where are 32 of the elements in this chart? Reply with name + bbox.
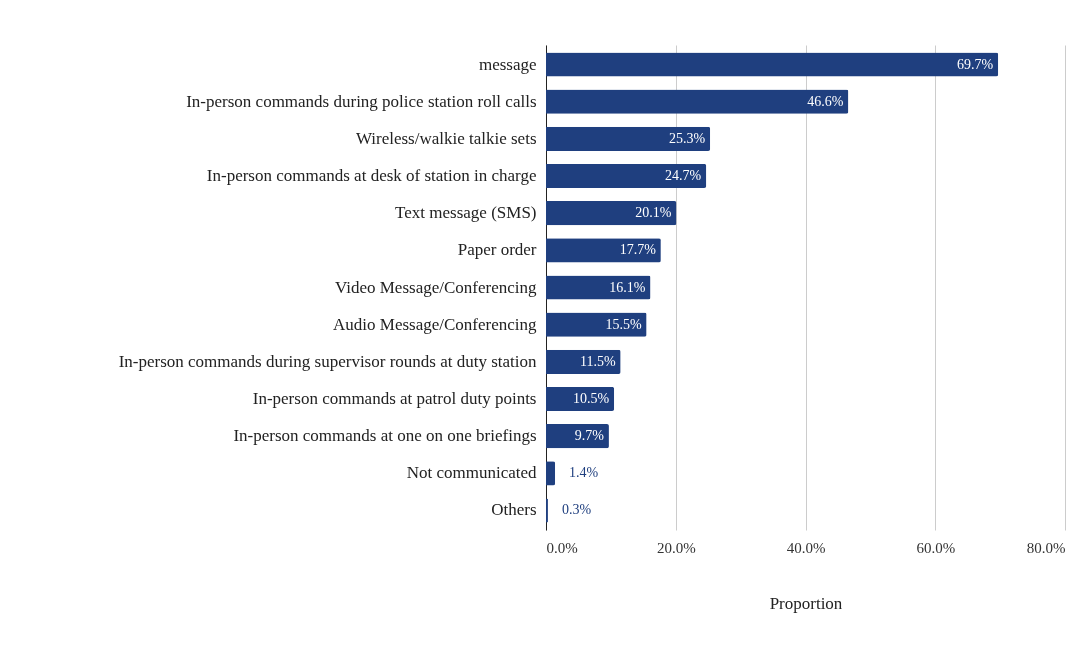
data-label: 10.5% xyxy=(572,390,610,406)
x-tick-label: 0.0% xyxy=(546,539,578,556)
data-label: 15.5% xyxy=(605,316,642,332)
x-tick-label: 80.0% xyxy=(1026,539,1066,556)
y-tick-label: message xyxy=(478,54,537,74)
data-label: 17.7% xyxy=(619,242,657,258)
y-tick-label: Video Message/Conferencing xyxy=(334,277,537,297)
data-label: 24.7% xyxy=(665,168,702,184)
data-label: 25.3% xyxy=(668,130,706,146)
y-tick-label: Not communicated xyxy=(406,463,537,483)
data-label: 11.5% xyxy=(579,353,616,369)
data-label: 16.1% xyxy=(609,279,646,295)
y-tick-label: Wireless/walkie talkie sets xyxy=(355,128,537,148)
data-label: 1.4% xyxy=(569,465,599,481)
y-tick-label: Text message (SMS) xyxy=(395,203,537,223)
y-tick-label: Audio Message/Conferencing xyxy=(333,314,537,334)
data-label: 46.6% xyxy=(807,93,844,109)
x-axis-title: Proportion xyxy=(769,593,843,613)
data-label: 9.7% xyxy=(574,428,605,444)
y-tick-label: Paper order xyxy=(457,240,537,260)
data-label: 69.7% xyxy=(957,56,994,72)
x-tick-label: 60.0% xyxy=(916,539,956,556)
data-label: 20.1% xyxy=(635,205,672,221)
y-tick-label: In-person commands at patrol duty points xyxy=(252,388,537,408)
y-tick-label: In-person commands at desk of station in charge xyxy=(206,166,537,186)
data-label: 0.3% xyxy=(561,502,592,518)
x-tick-label: 20.0% xyxy=(656,539,696,556)
y-tick-label: In-person commands during supervisor rounds at duty station xyxy=(118,351,537,371)
y-tick-label: Others xyxy=(491,500,537,520)
y-tick-label: In-person commands at one on one briefings xyxy=(233,426,537,446)
x-tick-label: 40.0% xyxy=(786,539,826,556)
y-tick-label: In-person commands during police station roll calls xyxy=(186,91,537,111)
